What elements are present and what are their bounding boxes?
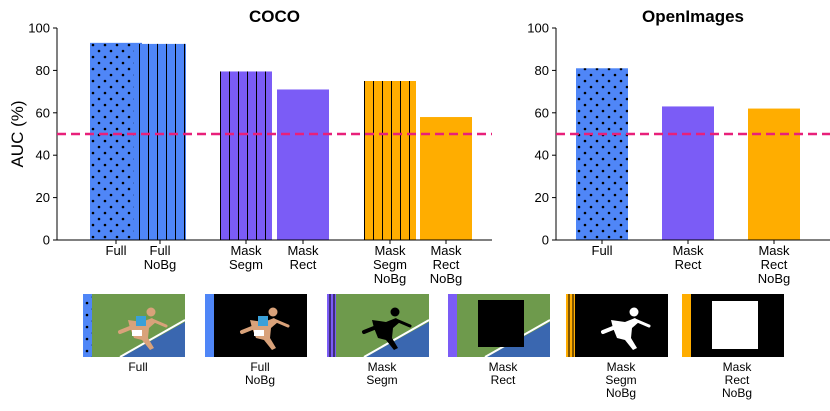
- bar-pattern-dots: [90, 42, 142, 241]
- x-tick-label: Mask Segm: [229, 243, 263, 272]
- player-mask-arm: [633, 318, 651, 328]
- player-mask-arm: [394, 318, 412, 328]
- player-shirt: [258, 316, 268, 326]
- example-thumbnail: Mask Rect: [448, 294, 551, 387]
- example-label: Full NoBg: [245, 360, 275, 387]
- example-label: Mask Rect: [489, 360, 519, 387]
- example-stripe-pattern: [83, 294, 92, 357]
- x-tick-label: Mask Rect: [672, 243, 704, 272]
- bar: [662, 106, 714, 240]
- example-label: Mask Segm NoBg: [605, 360, 636, 400]
- x-tick-label: Full NoBg: [144, 243, 177, 272]
- y-tick-label: 60: [36, 105, 50, 120]
- x-tick-label: Mask Rect NoBg: [758, 243, 791, 286]
- player-mask-head: [629, 307, 639, 317]
- bar: [748, 108, 800, 240]
- bar-pattern-lines: [220, 71, 272, 241]
- player-shorts: [132, 330, 142, 336]
- example-thumbnail: Full NoBg: [205, 294, 307, 387]
- rect-mask: [712, 301, 758, 349]
- example-thumbnail: Full: [83, 294, 186, 374]
- y-tick-label: 100: [28, 21, 50, 36]
- example-stripe: [205, 294, 214, 357]
- player-mask-leg: [601, 326, 615, 334]
- chart-0: COCO 0 20 40 60 80 100 AUC (%) Full Full NoBg Mask S…: [8, 7, 492, 286]
- example-thumbnail: Mask Rect NoBg: [682, 294, 784, 400]
- example-stripe: [448, 294, 457, 357]
- bar-pattern-dots: [576, 68, 628, 240]
- chart-title: OpenImages: [642, 7, 744, 26]
- player-leg: [118, 326, 132, 334]
- player-arm: [150, 318, 168, 328]
- example-stripe: [327, 294, 336, 357]
- y-axis-label: AUC (%): [8, 100, 27, 167]
- player-shorts: [254, 330, 264, 336]
- x-tick-label: Mask Segm NoBg: [373, 243, 407, 286]
- player-mask: [372, 318, 400, 350]
- player-mask-leg: [362, 326, 376, 334]
- y-tick-label: 40: [36, 148, 50, 163]
- example-thumbnail: Mask Segm NoBg: [566, 294, 668, 400]
- court-blue: [366, 322, 429, 357]
- y-tick-label: 20: [535, 190, 549, 205]
- example-label: Mask Segm: [366, 360, 397, 387]
- player-mask-head: [390, 307, 400, 317]
- example-stripe: [566, 294, 575, 357]
- x-tick-label: Full: [592, 243, 613, 258]
- bar: [277, 89, 329, 240]
- x-tick-label: Mask Rect: [287, 243, 319, 272]
- example-label: Full: [128, 360, 147, 374]
- chart-1: OpenImages 0 20 40 60 80 100 Full Mask Rect Mask Re…: [527, 7, 830, 286]
- court-line: [363, 319, 430, 358]
- y-tick-label: 0: [43, 233, 50, 248]
- example-label: Mask Rect NoBg: [722, 360, 752, 400]
- y-tick-label: 80: [535, 63, 549, 78]
- bar-pattern-lines: [134, 43, 186, 241]
- example-stripe: [682, 294, 691, 357]
- chart-title: COCO: [249, 7, 300, 26]
- player-shirt: [136, 316, 146, 326]
- x-tick-label: Mask Rect NoBg: [430, 243, 463, 286]
- bar: [420, 117, 472, 240]
- player-leg: [240, 326, 254, 334]
- player-arm: [272, 318, 290, 328]
- court-line: [119, 319, 186, 358]
- player-mask: [611, 318, 639, 350]
- y-tick-label: 20: [36, 190, 50, 205]
- y-tick-label: 0: [542, 233, 549, 248]
- y-tick-label: 100: [527, 21, 549, 36]
- y-tick-label: 60: [535, 105, 549, 120]
- y-tick-label: 40: [535, 148, 549, 163]
- player-head: [268, 307, 278, 317]
- y-tick-label: 80: [36, 63, 50, 78]
- player-head: [146, 307, 156, 317]
- x-tick-label: Full: [106, 243, 127, 258]
- bar-pattern-lines: [364, 81, 416, 240]
- court-blue: [122, 322, 185, 357]
- rect-mask: [478, 300, 524, 347]
- example-thumbnail: Mask Segm: [327, 294, 430, 387]
